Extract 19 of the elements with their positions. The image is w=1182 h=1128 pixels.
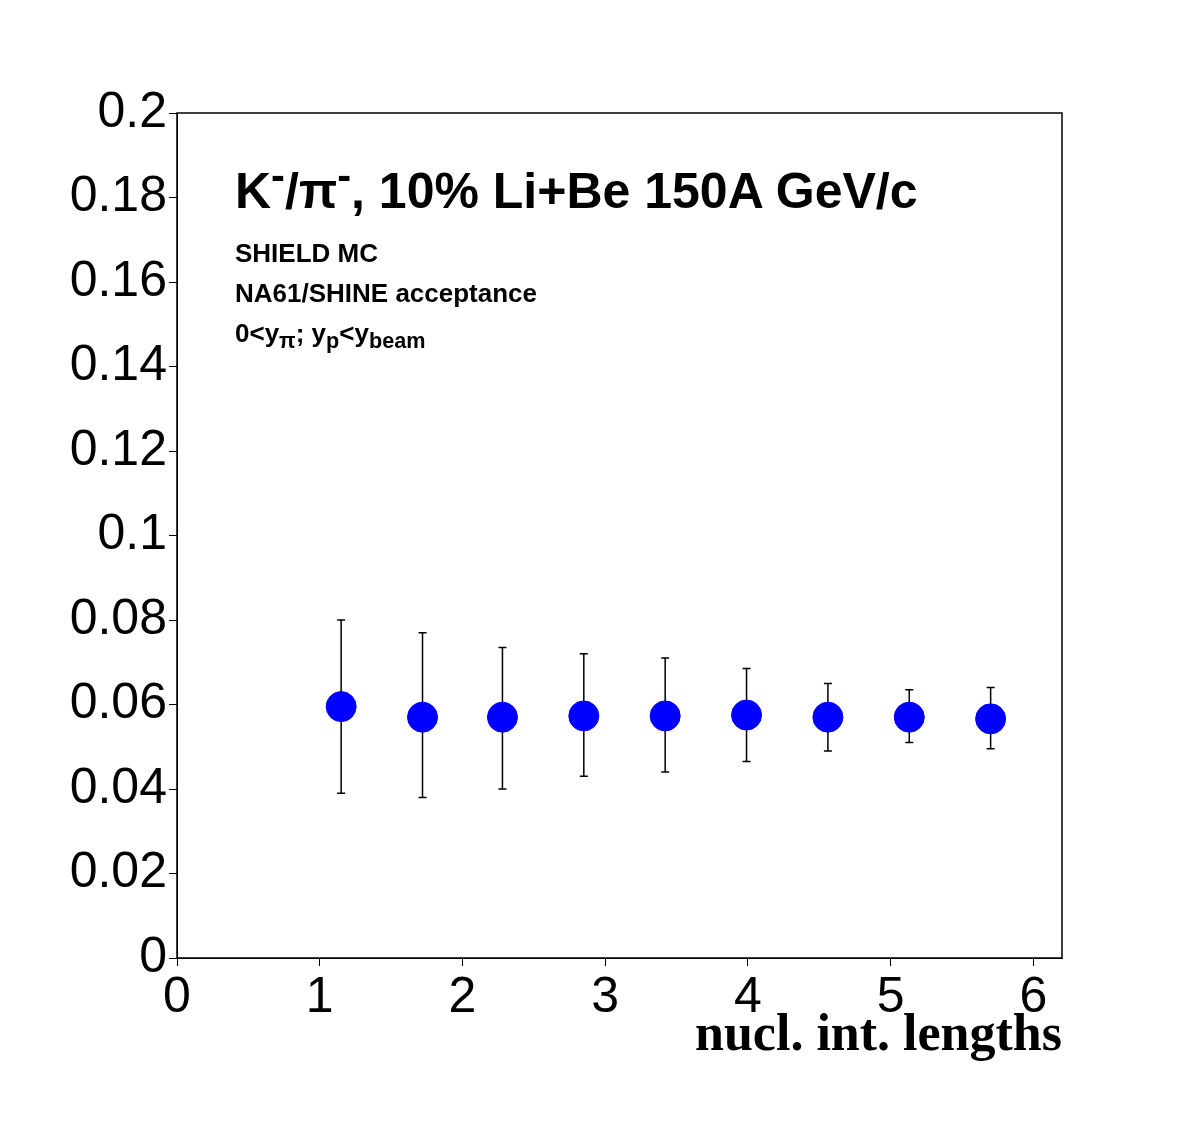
x-tick-label: 1 bbox=[305, 966, 334, 1023]
y-tick-label: 0.04 bbox=[69, 757, 167, 814]
y-tick-label: 0.16 bbox=[69, 250, 167, 307]
x-tick-label: 5 bbox=[876, 966, 905, 1023]
y-tick-label: 0.02 bbox=[69, 842, 167, 899]
annotation: NA61/SHINE acceptance bbox=[235, 278, 538, 309]
y-tick-label: 0.06 bbox=[69, 673, 167, 730]
y-tick-label: 0.2 bbox=[97, 81, 167, 138]
y-tick-label: 0.08 bbox=[69, 588, 167, 645]
y-tick-label: 0.18 bbox=[69, 166, 167, 223]
x-tick-label: 3 bbox=[591, 966, 620, 1023]
y-tick-label: 0.14 bbox=[69, 335, 167, 392]
x-tick-label: 2 bbox=[448, 966, 477, 1023]
annotation: SHIELD MC bbox=[235, 238, 378, 269]
annotation: 0<y$_{π}$; y$_{p}$<y$_{beam}$ bbox=[235, 318, 426, 355]
y-tick-label: 0.1 bbox=[97, 504, 167, 561]
text: K$^{-}$/π$^{-}$, 10% Li+Be 150A GeV/c bbox=[235, 152, 918, 220]
y-tick-label: 0 bbox=[139, 926, 167, 983]
y-tick-label: 0.12 bbox=[69, 419, 167, 476]
